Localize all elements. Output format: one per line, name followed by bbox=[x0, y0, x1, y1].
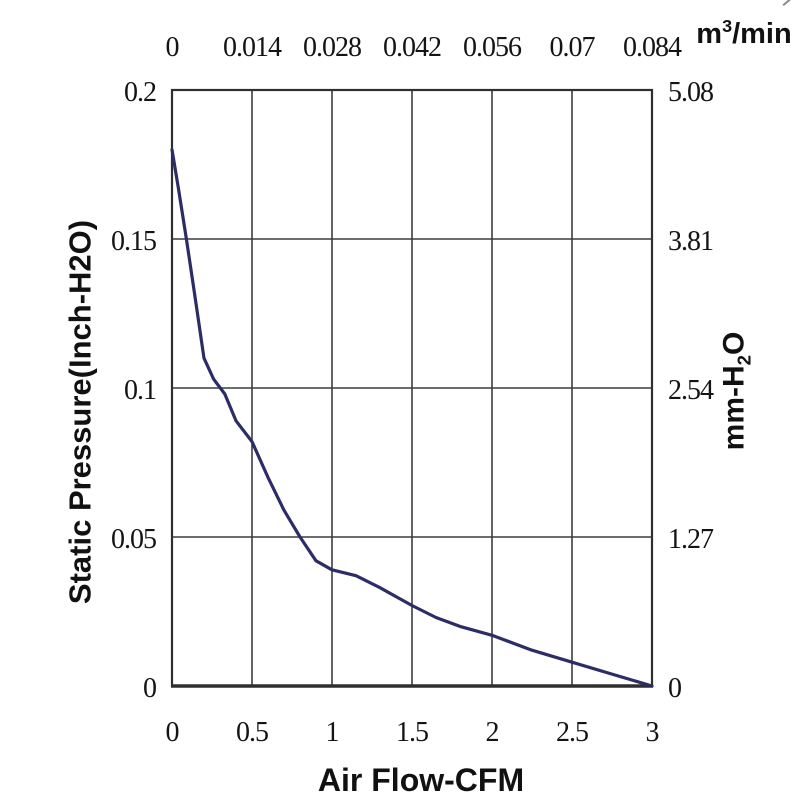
tick-label-top-4: 0.056 bbox=[463, 32, 522, 63]
tick-label-right-3: 1.27 bbox=[668, 524, 714, 555]
grid-lines bbox=[172, 90, 652, 686]
tick-label-bottom-1: 0.5 bbox=[236, 717, 269, 748]
tick-label-top-6: 0.084 bbox=[623, 32, 682, 63]
tick-label-top-2: 0.028 bbox=[303, 32, 362, 63]
tick-label-bottom-4: 2 bbox=[485, 717, 500, 748]
tick-label-left-4: 0 bbox=[143, 673, 157, 704]
unit-base: m bbox=[696, 17, 723, 50]
tick-label-right-2: 2.54 bbox=[668, 375, 714, 406]
tick-label-bottom-2: 1 bbox=[325, 717, 340, 748]
right-unit-subscript: 2 bbox=[733, 354, 755, 366]
right-unit-post: O bbox=[717, 331, 751, 355]
y-axis-left-title: Static Pressure(Inch-H2O) bbox=[62, 219, 98, 605]
unit-rest: /min bbox=[732, 17, 792, 50]
tick-label-bottom-6: 3 bbox=[645, 717, 660, 748]
x-axis-bottom-title: Air Flow-CFM bbox=[317, 762, 525, 798]
tick-label-left-2: 0.1 bbox=[124, 375, 157, 406]
tick-label-left-3: 0.05 bbox=[111, 524, 157, 555]
tick-label-top-3: 0.042 bbox=[383, 32, 442, 63]
tick-label-right-4: 0 bbox=[668, 673, 682, 704]
tick-label-top-0: 0 bbox=[165, 32, 180, 63]
tick-label-bottom-3: 1.5 bbox=[396, 717, 429, 748]
right-unit-pre: mm-H bbox=[717, 365, 751, 451]
top-axis-unit-label: m3/min bbox=[696, 17, 791, 49]
tick-label-left-0: 0.2 bbox=[124, 77, 157, 108]
tick-label-top-1: 0.014 bbox=[223, 32, 282, 63]
tick-label-bottom-5: 2.5 bbox=[556, 717, 589, 748]
tick-label-right-0: 5.08 bbox=[668, 77, 714, 108]
pressure-curve bbox=[170, 148, 654, 688]
tick-label-bottom-0: 0 bbox=[165, 717, 180, 748]
tick-label-right-1: 3.81 bbox=[668, 226, 714, 257]
unit-superscript: 3 bbox=[722, 16, 733, 37]
tick-label-left-1: 0.15 bbox=[111, 226, 157, 257]
y-axis-right-title: mm-H2O bbox=[717, 331, 755, 451]
tick-label-top-5: 0.07 bbox=[549, 32, 596, 63]
